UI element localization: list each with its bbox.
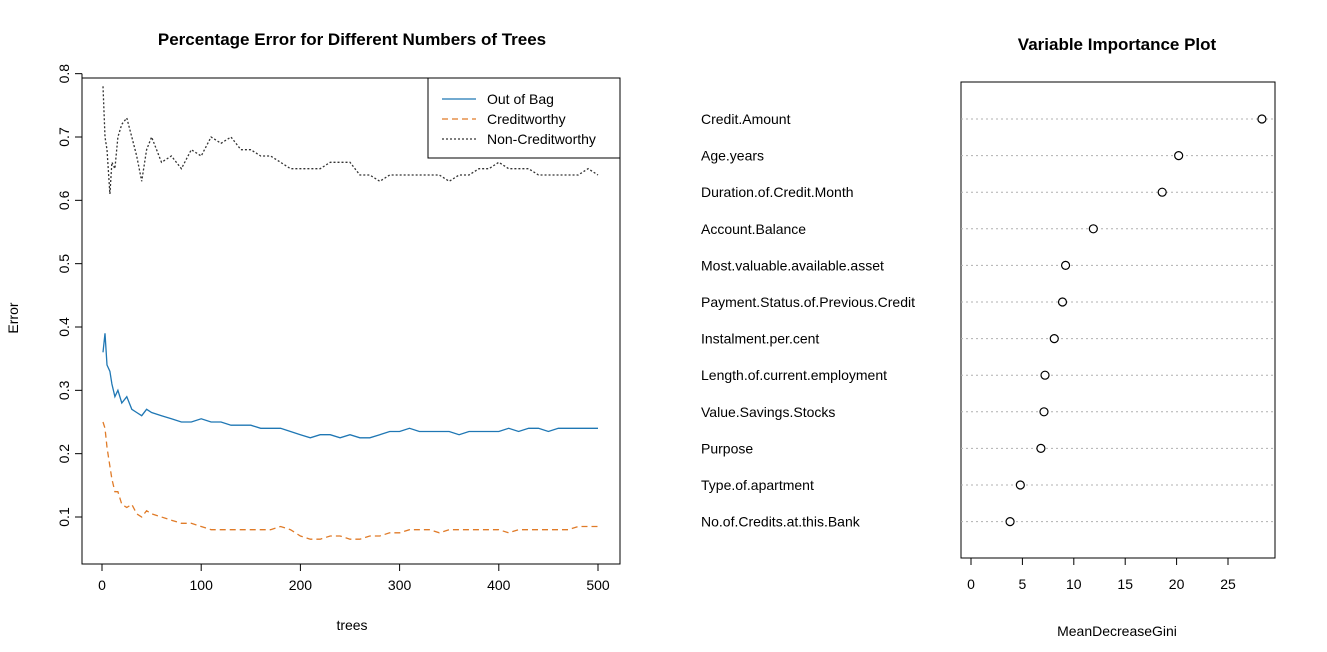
y-axis-label: Error [5, 302, 21, 333]
error-rate-chart: Percentage Error for Different Numbers o… [5, 30, 621, 633]
data-point [1088, 224, 1098, 234]
x-tick-label: 200 [289, 577, 313, 593]
x-tick-label: 0 [98, 577, 106, 593]
series-line-non-creditworthy [102, 86, 599, 195]
x-tick-label: 300 [388, 577, 412, 593]
category-label: Age.years [701, 148, 764, 164]
data-point [1015, 480, 1025, 490]
data-point [1157, 187, 1167, 197]
chart-title: Variable Importance Plot [1018, 35, 1217, 54]
data-point [1060, 260, 1071, 270]
data-point [1057, 297, 1068, 307]
category-label: Credit.Amount [701, 111, 791, 127]
y-tick-label: 0.6 [56, 190, 72, 210]
y-tick-label: 0.4 [56, 317, 72, 337]
x-tick-label: 100 [190, 577, 214, 593]
x-axis-label: MeanDecreaseGini [1057, 623, 1177, 639]
x-tick-label: 25 [1220, 576, 1236, 592]
x-tick-label: 0 [967, 576, 975, 592]
y-tick-label: 0.2 [56, 444, 72, 464]
data-point [1005, 516, 1015, 527]
data-point [1039, 407, 1049, 417]
category-label: Length.of.current.employment [701, 367, 887, 383]
chart-title: Percentage Error for Different Numbers o… [158, 30, 546, 49]
x-tick-label: 15 [1117, 576, 1133, 592]
y-tick-label: 0.8 [56, 64, 72, 84]
legend-label: Non-Creditworthy [487, 131, 596, 147]
category-label: No.of.Credits.at.this.Bank [701, 514, 861, 530]
legend-label: Out of Bag [487, 91, 554, 107]
legend-label: Creditworthy [487, 111, 566, 127]
category-label: Value.Savings.Stocks [701, 404, 835, 420]
y-tick-label: 0.5 [56, 254, 72, 274]
x-tick-label: 20 [1169, 576, 1185, 592]
series-lines [102, 86, 599, 540]
data-point [1257, 114, 1267, 124]
x-tick-label: 5 [1019, 576, 1027, 592]
data-point [1049, 334, 1059, 344]
y-axis: 0.1 0.2 0.3 0.4 0.5 0.6 0.7 0.8 [56, 64, 83, 527]
y-tick-label: 0.1 [56, 507, 72, 527]
category-label: Account.Balance [701, 221, 806, 237]
data-point [1036, 443, 1046, 453]
data-point [1174, 151, 1184, 161]
category-label: Duration.of.Credit.Month [701, 184, 854, 200]
category-label: Purpose [701, 440, 753, 456]
y-tick-label: 0.7 [56, 127, 72, 147]
legend: Out of Bag Creditworthy Non-Creditworthy [427, 77, 621, 159]
x-axis: 0 5 10 15 20 25 [967, 557, 1236, 592]
x-tick-label: 10 [1066, 576, 1082, 592]
plot-frame [960, 81, 1276, 559]
series-line-creditworthy [102, 421, 598, 540]
legend-box [427, 77, 621, 159]
importance-rows: Credit.Amount Age.years Duration.of.Credit… [701, 111, 1275, 530]
category-label: Instalment.per.cent [701, 331, 819, 347]
x-axis: 0 100 200 300 400 500 [98, 563, 610, 593]
category-label: Payment.Status.of.Previous.Credit [701, 294, 915, 310]
x-tick-label: 500 [586, 577, 610, 593]
y-tick-label: 0.3 [56, 380, 72, 400]
x-tick-label: 400 [487, 577, 511, 593]
data-point [1040, 370, 1050, 380]
x-axis-label: trees [336, 617, 367, 633]
category-label: Type.of.apartment [701, 477, 814, 493]
variable-importance-chart: Variable Importance Plot Credit.Amount Ag… [701, 35, 1276, 639]
series-line-out-of-bag [102, 333, 598, 439]
category-label: Most.valuable.available.asset [701, 257, 884, 273]
